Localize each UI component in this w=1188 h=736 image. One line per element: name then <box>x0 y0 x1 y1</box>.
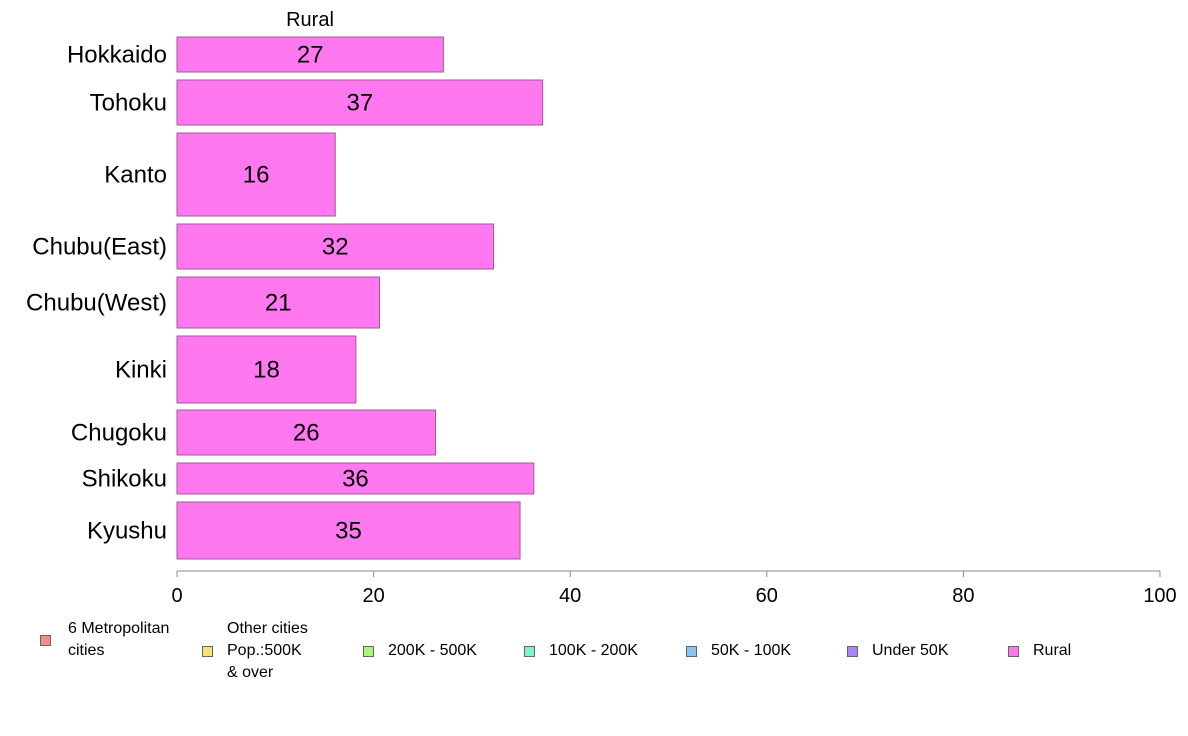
bar-value-label: 35 <box>335 518 362 545</box>
legend-item-rural: Rural <box>1008 640 1071 662</box>
bar-value-label: 16 <box>243 162 270 189</box>
legend-label: Rural <box>1033 642 1072 659</box>
legend-label: 6 Metropolitan cities <box>68 620 170 659</box>
category-label: Chubu(West) <box>26 290 167 317</box>
category-label: Kyushu <box>87 518 167 545</box>
legend-swatch <box>40 634 51 646</box>
legend-item-50k-100k: 50K - 100K <box>686 640 791 662</box>
legend-item-100k-200k: 100K - 200K <box>524 640 638 662</box>
legend-swatch <box>847 645 858 657</box>
legend-swatch <box>1008 645 1019 657</box>
bar-kinki <box>176 335 357 404</box>
bar-value-label: 37 <box>346 90 373 117</box>
x-tick-label: 60 <box>756 585 778 607</box>
bar-chubu-east <box>176 223 495 270</box>
bar-kyushu <box>176 501 521 560</box>
category-label: Tohoku <box>90 90 167 117</box>
bar-value-label: 18 <box>253 357 280 384</box>
legend-item-200k-500k: 200K - 500K <box>363 640 477 662</box>
category-label: Kanto <box>104 162 167 189</box>
bar-kanto <box>176 132 336 217</box>
bar-value-label: 26 <box>293 420 320 447</box>
legend-item-6-metropolitan: 6 Metropolitan cities <box>40 618 169 662</box>
category-label: Kinki <box>115 357 167 384</box>
bar-chugoku <box>176 409 437 456</box>
legend-label: 100K - 200K <box>549 642 638 659</box>
bar-value-label: 32 <box>322 234 349 261</box>
bar-shikoku <box>176 462 535 495</box>
category-label: Shikoku <box>82 466 167 493</box>
bar-hokkaido <box>176 36 444 73</box>
x-tick-label: 80 <box>952 585 974 607</box>
category-label: Chugoku <box>71 420 167 447</box>
legend-swatch <box>524 645 535 657</box>
bar-value-label: 36 <box>342 466 369 493</box>
x-tick-label: 40 <box>559 585 581 607</box>
legend: 6 Metropolitan cities Other cities Pop.:… <box>0 618 1188 698</box>
legend-swatch <box>686 645 697 657</box>
category-label: Hokkaido <box>67 42 167 69</box>
legend-swatch <box>202 645 213 657</box>
legend-label: 50K - 100K <box>711 642 792 659</box>
legend-item-under-50k: Under 50K <box>847 640 949 662</box>
bar-value-label: 21 <box>265 290 292 317</box>
legend-label: Other cities Pop.:500K & over <box>227 620 308 681</box>
x-tick-label: 0 <box>171 585 182 607</box>
legend-label: 200K - 500K <box>388 642 477 659</box>
legend-item-other-cities: Other cities Pop.:500K & over <box>202 618 308 684</box>
x-tick-label: 100 <box>1143 585 1176 607</box>
x-tick-label: 20 <box>362 585 384 607</box>
legend-swatch <box>363 645 374 657</box>
bar-chubu-west <box>176 276 380 329</box>
category-label: Chubu(East) <box>32 234 167 261</box>
bar-value-label: 27 <box>297 42 324 69</box>
chart-title: Rural <box>286 9 334 31</box>
bar-tohoku <box>176 79 544 126</box>
legend-label: Under 50K <box>872 642 949 659</box>
